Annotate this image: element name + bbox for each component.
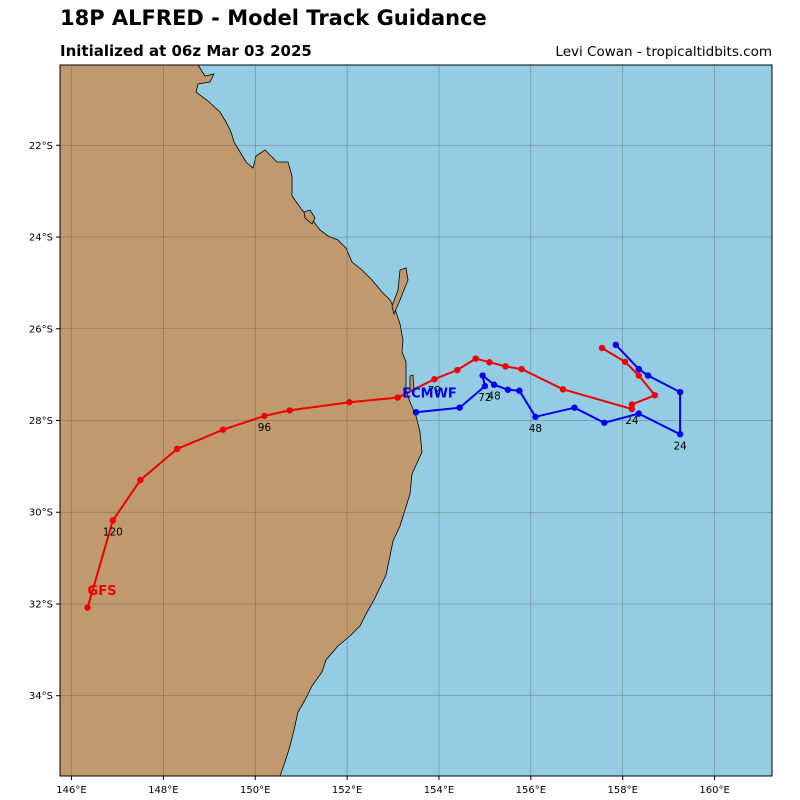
x-tick-label: 150°E	[240, 785, 270, 796]
gfs-track-point	[109, 517, 117, 524]
gfs-track-point	[628, 405, 636, 413]
x-tick-label: 156°E	[516, 785, 546, 796]
forecast-hour-label: 24	[673, 440, 687, 452]
x-tick-label: 148°E	[148, 785, 178, 796]
ecmwf-track-point	[504, 386, 512, 393]
forecast-hour-label: 48	[529, 423, 542, 435]
init-time-subtitle: Initialized at 06z Mar 03 2025	[60, 42, 312, 60]
forecast-hour-label: 72	[428, 385, 441, 397]
map-title: 18P ALFRED - Model Track Guidance	[60, 6, 487, 30]
ecmwf-track-point	[532, 413, 539, 421]
gfs-track-point	[651, 392, 659, 399]
gfs-track-point	[431, 376, 438, 383]
forecast-hour-label: 24	[625, 415, 639, 427]
forecast-hour-label: 72	[478, 392, 491, 404]
y-tick-label: 26°S	[29, 324, 53, 335]
gfs-track-point	[486, 359, 493, 366]
y-tick-label: 32°S	[29, 599, 53, 610]
gfs-track-point	[286, 407, 293, 414]
forecast-hour-label: 48	[487, 391, 500, 403]
forecast-hour-label: 120	[103, 526, 123, 538]
ecmwf-track-point	[571, 404, 578, 411]
gfs-track-point	[621, 358, 629, 365]
x-tick-label: 146°E	[56, 785, 86, 796]
ecmwf-track-point	[456, 404, 463, 411]
ecmwf-track-point	[481, 382, 489, 390]
x-tick-label: 158°E	[608, 785, 638, 796]
y-tick-label: 28°S	[29, 416, 53, 427]
gfs-track-point	[137, 476, 144, 484]
gfs-track-point	[559, 386, 567, 393]
gfs-track: 24 72 96 120 GFS	[84, 344, 659, 611]
gfs-track-point	[472, 355, 479, 362]
curtis-island	[303, 209, 316, 225]
gfs-track-point	[261, 412, 268, 420]
gfs-model-label: GFS	[88, 584, 117, 599]
ecmwf-track-point	[612, 341, 620, 349]
credit-text: Levi Cowan - tropicaltidbits.com	[555, 44, 772, 60]
ecmwf-track-point	[635, 365, 642, 373]
x-tick-label: 152°E	[332, 785, 362, 796]
gfs-track-point	[628, 401, 636, 408]
y-tick-label: 22°S	[29, 141, 53, 152]
gfs-track-point	[518, 365, 525, 373]
y-tick-label: 24°S	[29, 233, 53, 244]
ecmwf-model-label: ECMWF	[402, 387, 457, 402]
ecmwf-track-point	[479, 372, 486, 379]
y-tick-label: 34°S	[29, 691, 53, 702]
ecmwf-track-point	[516, 387, 523, 394]
forecast-hour-label: 96	[258, 422, 272, 434]
ecmwf-track-line	[415, 344, 682, 436]
axis-ticks: 146°E 148°E 150°E 152°E 154°E 156°E 158°E 160°E…	[29, 141, 730, 796]
gfs-track-point	[454, 366, 461, 374]
gfs-track-point	[346, 398, 353, 406]
y-tick-label: 30°S	[29, 508, 53, 519]
ecmwf-track-point	[676, 431, 684, 438]
ecmwf-track-point	[490, 381, 498, 388]
ecmwf-track-point	[635, 410, 642, 417]
ecmwf-track-point	[601, 419, 608, 426]
x-tick-label: 154°E	[424, 785, 454, 796]
ecmwf-track-point	[412, 409, 420, 416]
x-tick-label: 160°E	[699, 785, 729, 796]
gfs-track-point	[219, 426, 227, 433]
gfs-track-point	[598, 344, 606, 352]
gfs-track-point	[173, 445, 181, 453]
gfs-track-point	[84, 604, 91, 611]
gfs-track-line	[86, 347, 656, 608]
gfs-track-point	[502, 363, 509, 370]
gfs-track-point	[635, 372, 642, 379]
fraser-island	[391, 267, 409, 316]
ecmwf-track-point	[644, 372, 652, 379]
ecmwf-track-point	[676, 388, 684, 396]
gfs-track-point	[394, 394, 401, 401]
